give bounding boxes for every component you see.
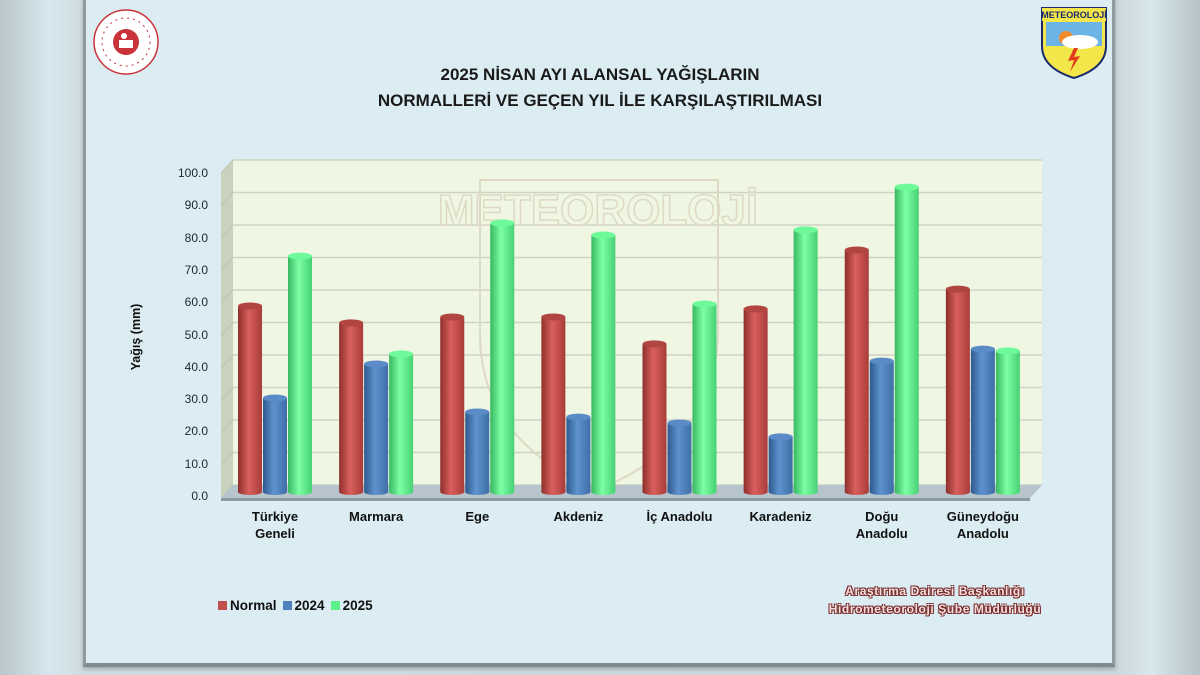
legend-swatch-2024 — [282, 601, 292, 610]
y-tick-label: 50.0 — [184, 327, 208, 342]
bar — [238, 305, 262, 492]
bar — [970, 349, 995, 492]
credit-text: Araştırma Dairesi Başkanlığı Hidrometeor… — [805, 582, 1065, 618]
legend-item-normal: Normal — [218, 598, 277, 613]
y-tick-label: 40.0 — [184, 359, 208, 374]
bar — [465, 411, 490, 492]
y-tick-label: 20.0 — [184, 424, 208, 439]
legend-label-2024: 2024 — [294, 598, 325, 613]
bar — [591, 235, 616, 493]
bar — [364, 363, 389, 492]
y-tick-label: 70.0 — [184, 262, 208, 277]
bar — [490, 223, 515, 492]
x-tick-label: Ege — [465, 509, 490, 524]
bar — [288, 256, 312, 492]
bar — [389, 353, 414, 492]
legend-label-2025: 2025 — [342, 598, 373, 613]
x-tick-label: Türkiye Geneli — [251, 509, 299, 541]
bar — [743, 308, 768, 492]
y-tick-label: 80.0 — [184, 230, 208, 245]
x-tick-label: Karadeniz — [749, 509, 812, 524]
bar — [869, 361, 894, 492]
bar — [263, 398, 287, 492]
legend-label-normal: Normal — [230, 598, 277, 613]
bar — [440, 317, 465, 492]
bar — [793, 229, 818, 492]
ministry-seal-icon — [93, 9, 159, 75]
y-tick-label: 90.0 — [184, 198, 208, 213]
credit-line1: Araştırma Dairesi Başkanlığı — [845, 584, 1025, 598]
x-tick-label: Marmara — [349, 509, 404, 524]
chart-title-line2: NORMALLERİ VE GEÇEN YIL İLE KARŞILAŞTIRI… — [377, 91, 823, 110]
x-tick-label: İç Anadolu — [646, 509, 713, 524]
bar — [894, 187, 919, 492]
legend-item-2025: 2025 — [330, 598, 373, 613]
svg-text:METEOROLOJİ: METEOROLOJİ — [1041, 10, 1107, 20]
bar — [945, 289, 970, 492]
bar — [566, 417, 591, 492]
legend-item-2024: 2024 — [282, 598, 325, 613]
chart-legend: Normal 2024 2025 — [218, 598, 373, 613]
bar — [642, 343, 667, 492]
y-tick-label: 60.0 — [184, 295, 208, 310]
svg-text:METEOROLOJİ: METEOROLOJİ — [438, 186, 758, 235]
chart-title-line1: 2025 NİSAN AYI ALANSAL YAĞIŞLARIN — [440, 65, 760, 84]
bar — [844, 249, 869, 492]
meteoroloji-shield-icon: METEOROLOJİ — [1041, 7, 1107, 80]
bar — [541, 317, 566, 492]
y-tick-label: 100.0 — [177, 166, 208, 180]
y-axis-label: Yağış (mm) — [129, 303, 143, 371]
credit-line2: Hidrometeoroloji Şube Müdürlüğü — [828, 602, 1042, 616]
x-tick-label: Güneydoğu Anadolu — [946, 509, 1019, 541]
bar — [768, 436, 793, 492]
y-tick-label: 10.0 — [184, 456, 208, 471]
x-tick-label: Akdeniz — [553, 509, 604, 524]
y-tick-label: 0.0 — [191, 489, 208, 503]
legend-swatch-normal — [218, 601, 227, 610]
bar — [339, 322, 364, 492]
bar — [995, 351, 1020, 492]
bar — [667, 422, 692, 492]
bar — [692, 304, 717, 492]
legend-swatch-2025 — [330, 601, 340, 610]
y-tick-label: 30.0 — [184, 392, 208, 407]
x-tick-label: Doğu Anadolu — [855, 509, 908, 541]
